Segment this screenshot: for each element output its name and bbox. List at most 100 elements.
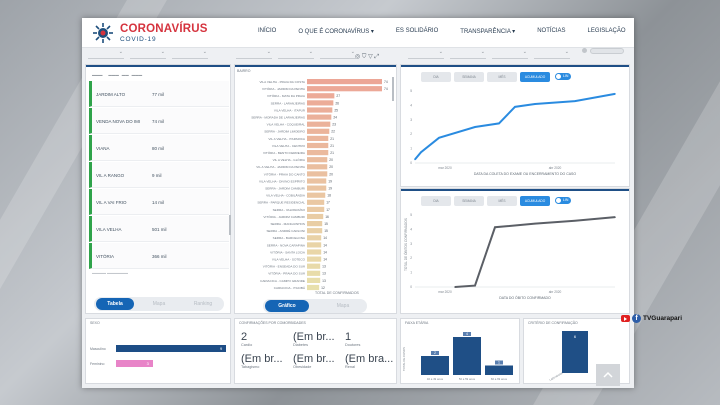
bairro-bar — [307, 213, 324, 220]
criterio-value: 6 — [574, 334, 577, 339]
bairro-bar-chart: VILA VELHA - PRAIA DA COSTA 74 VITÓRIA - J… — [251, 77, 394, 291]
comorbidade-label: Doutores — [345, 343, 361, 347]
bairro-bar-label: VILA VELHA - ITAPUÃ — [274, 107, 306, 112]
tab-dia[interactable]: DIA — [421, 72, 451, 82]
filter-dropdown[interactable] — [408, 49, 444, 59]
city-row[interactable]: VENDA NOVA DO IMI 74 mil — [89, 108, 229, 134]
tabela-button[interactable]: Tabela — [96, 298, 134, 310]
filter-dropdown[interactable] — [320, 49, 356, 59]
filter-dropdown[interactable] — [278, 49, 314, 59]
bairro-bar-label: VILA VELHA - COBILÂNDIA — [266, 194, 306, 198]
bairro-bar-value: 14 — [323, 250, 327, 254]
nav-legislacao[interactable]: LEGISLAÇÃO — [587, 28, 626, 34]
nav-noticias[interactable]: NOTÍCIAS — [537, 28, 566, 34]
bairro-bar — [307, 164, 328, 170]
ranking-button[interactable]: Ranking — [193, 301, 213, 307]
mapa-button[interactable]: Mapa — [152, 301, 166, 307]
lin-toggle[interactable] — [555, 73, 571, 80]
criterio-bar — [562, 331, 588, 373]
tab-dia[interactable]: DIA — [421, 196, 451, 206]
faixa-etaria-bar — [485, 365, 513, 375]
tab-acumulado[interactable]: ACUMULADO — [520, 196, 550, 206]
bairro-bar-value: 22 — [331, 130, 335, 134]
filter-dropdown[interactable] — [236, 49, 272, 59]
nav-es-solidario[interactable]: ES SOLIDÁRIO — [395, 28, 439, 34]
bairro-bar-value: 13 — [322, 279, 326, 283]
sexo-bar[interactable] — [116, 345, 226, 352]
nav-o-que-e[interactable]: O QUE É CORONAVÍRUS ▾ — [298, 29, 374, 35]
data-point — [574, 100, 576, 102]
y-axis-title: TOTAL DE ÓBITOS CONFIRMADOS — [403, 218, 408, 271]
x-tick-label: mar 2020 — [438, 290, 452, 294]
comorbidade-label: Obesidade — [293, 365, 312, 369]
bairro-bar-label: SERRA - PARQUE RESIDENCIAL — [257, 201, 305, 205]
bairro-bar — [307, 178, 327, 184]
city-name: VENDA NOVA DO IMI — [96, 119, 141, 124]
data-point — [574, 219, 576, 222]
data-point — [494, 226, 496, 229]
lin-toggle-label: LIN — [563, 74, 569, 78]
bairro-bar-label: VITÓRIA - BENTO FERREIRA — [263, 150, 306, 155]
city-row[interactable]: VITÓRIA 366 mil — [89, 243, 229, 269]
data-point — [454, 286, 456, 288]
comorbidade-value: (Em bra... — [345, 353, 394, 365]
city-row[interactable]: VIL A RANGO 9 mil — [89, 162, 229, 188]
focus-mode-icon[interactable]: ◎ ⛉ ▽ ⤢ — [355, 54, 380, 60]
brand-title: CORONAVÍRUS — [120, 23, 208, 35]
nav-inicio[interactable]: INÍCIO — [258, 28, 277, 34]
bairro-bar — [307, 221, 323, 227]
chevron-up-icon — [603, 371, 613, 378]
reset-icon[interactable] — [582, 48, 587, 53]
bairro-bar — [307, 135, 329, 141]
city-population: 74 mil — [152, 119, 165, 124]
grafico-button[interactable]: Gráfico — [265, 300, 309, 312]
scroll-top-button[interactable] — [596, 364, 620, 386]
tab-mes[interactable]: MÊS — [487, 72, 517, 82]
city-scrollbar[interactable] — [229, 215, 231, 235]
data-point — [474, 126, 476, 128]
lin-toggle[interactable] — [555, 197, 571, 204]
bairro-bar — [307, 256, 322, 262]
tab-acumulado[interactable]: ACUMULADO — [520, 72, 550, 82]
mapa-button[interactable]: Mapa — [336, 303, 350, 309]
bairro-bar — [307, 114, 332, 120]
filter-dropdown[interactable] — [450, 49, 486, 59]
panel-top-bar — [235, 65, 396, 67]
data-point — [414, 158, 416, 161]
bairro-bar-value: 13 — [322, 265, 326, 269]
sexo-bar[interactable] — [116, 360, 153, 367]
city-footer-note: ▬▬▬▬ ▬▬▬▬▬▬ — [92, 271, 128, 275]
filter-toggle[interactable] — [590, 48, 624, 54]
data-point — [614, 216, 616, 218]
x-axis-title: DATA DO ÓBITO CONFIRMADO — [499, 295, 551, 300]
bairro-bar-label: VILA VELHA - PRAIA DA COSTA — [259, 80, 305, 84]
faixa-etaria-label: 40 a 49 anos — [427, 377, 444, 381]
bairro-bar-label: SERRA - MANGUINHOS — [270, 222, 305, 226]
tab-semana[interactable]: SEMANA — [454, 72, 484, 82]
tab-semana[interactable]: SEMANA — [454, 196, 484, 206]
data-point — [514, 106, 516, 108]
obitos-line-panel: DIA SEMANA MÊS ACUMULADO LIN 0 1 2 3 4 5 mar 2… — [400, 188, 630, 314]
city-row[interactable]: VILA VELHA 501 mil — [89, 216, 229, 242]
bairro-label: BAIRRO — [237, 69, 251, 73]
city-row[interactable]: VIANA 80 mil — [89, 135, 229, 161]
bairro-bar — [307, 284, 320, 291]
city-row[interactable]: VIL A VAI FRIO 14 mil — [89, 189, 229, 215]
y-tick-label: 1 — [410, 147, 412, 151]
filter-dropdown[interactable] — [492, 49, 528, 59]
header: CORONAVÍRUS COVID-19 INÍCIO O QUE É CORO… — [82, 18, 634, 48]
city-population: 80 mil — [152, 146, 165, 151]
bairro-bar-value: 14 — [323, 236, 327, 240]
city-row[interactable]: JARDIM ALTO 77 mil — [89, 81, 229, 107]
bairro-bar-label: SERRA - VALPARAÍSO — [273, 208, 306, 212]
filter-dropdown[interactable] — [130, 49, 166, 59]
filter-dropdown[interactable] — [534, 49, 570, 59]
tab-mes[interactable]: MÊS — [487, 196, 517, 206]
filter-dropdown[interactable] — [172, 49, 208, 59]
data-point — [420, 151, 422, 153]
nav-transparencia[interactable]: TRANSPARÊNCIA ▾ — [460, 29, 516, 35]
bairro-bar-label: VITÓRIA - PRAIA DO SUÁ — [268, 271, 306, 276]
bairro-bar-value: 74 — [384, 87, 388, 91]
comorbidade-label: Diabetes — [293, 343, 308, 347]
filter-dropdown[interactable] — [88, 49, 124, 59]
